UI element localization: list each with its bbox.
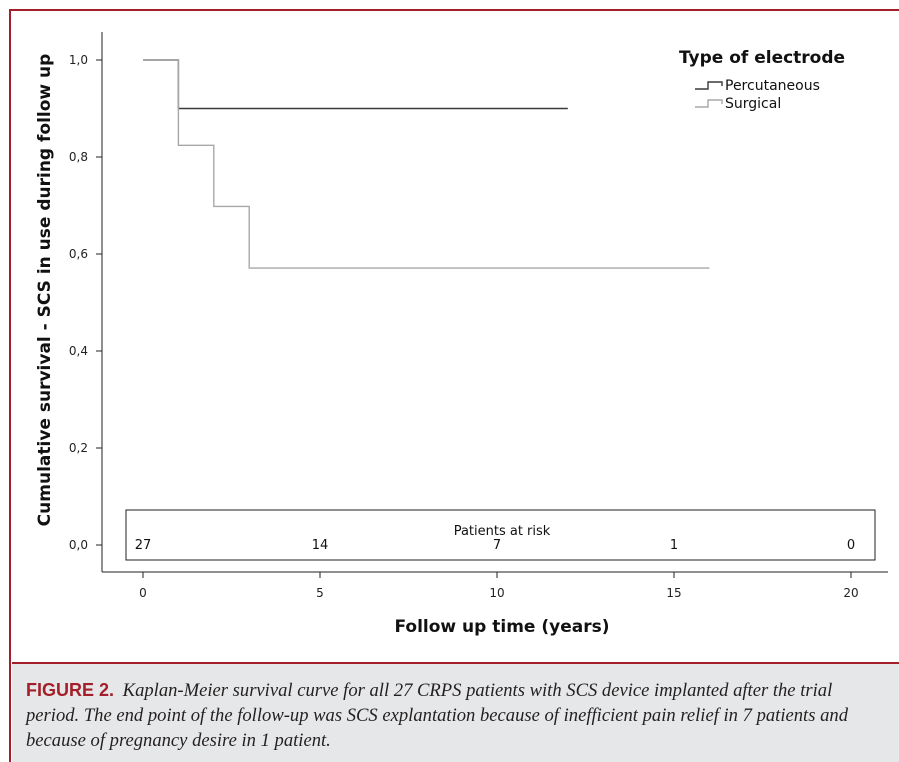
y-tick-label: 1,0 — [69, 53, 88, 67]
series-line-surgical — [143, 59, 710, 269]
x-tick-label: 10 — [489, 586, 504, 600]
legend-title: Type of electrode — [679, 48, 845, 68]
risk-count: 27 — [135, 538, 152, 553]
risk-table-border — [125, 509, 876, 561]
caption-text: FIGURE 2. Kaplan-Meier survival curve fo… — [26, 678, 889, 753]
legend: Type of electrode Percutaneous Surgical — [679, 48, 845, 112]
x-tick-label: 20 — [843, 586, 858, 600]
x-tick-label: 0 — [139, 586, 147, 600]
survival-chart: 0,00,20,40,60,81,00 5 10 15 20 Patients at r… — [35, 32, 888, 637]
x-axis-title: Follow up time (years) — [395, 617, 610, 637]
y-tick-label: 0,8 — [69, 150, 88, 164]
risk-count: 0 — [847, 538, 855, 553]
risk-table-title: Patients at risk — [454, 524, 551, 539]
risk-count: 7 — [493, 538, 501, 553]
figure-caption: FIGURE 2. Kaplan-Meier survival curve fo… — [12, 662, 899, 762]
legend-entry: Percutaneous — [725, 78, 820, 94]
chart-axes: 0,00,20,40,60,81,00 5 10 15 20 — [69, 32, 888, 600]
series-layer — [143, 59, 710, 269]
y-tick-label: 0,0 — [69, 538, 88, 552]
risk-table: Patients at risk 27 14 7 1 0 — [125, 509, 876, 561]
legend-swatch — [695, 99, 723, 108]
risk-count: 14 — [312, 538, 329, 553]
y-tick-label: 0,6 — [69, 247, 88, 261]
y-tick-label: 0,2 — [69, 441, 88, 455]
caption-body: Kaplan-Meier survival curve for all 27 C… — [26, 680, 848, 751]
y-tick-label: 0,4 — [69, 344, 88, 358]
caption-label: FIGURE 2. — [26, 680, 115, 700]
y-axis-title: Cumulative survival - SCS in use during … — [35, 54, 55, 527]
figure-frame — [9, 9, 899, 762]
series-line-percutaneous — [143, 59, 568, 110]
legend-swatch — [695, 81, 723, 90]
risk-count: 1 — [670, 538, 678, 553]
x-tick-label: 15 — [666, 586, 681, 600]
x-tick-label: 5 — [316, 586, 324, 600]
legend-entry: Surgical — [725, 96, 781, 112]
